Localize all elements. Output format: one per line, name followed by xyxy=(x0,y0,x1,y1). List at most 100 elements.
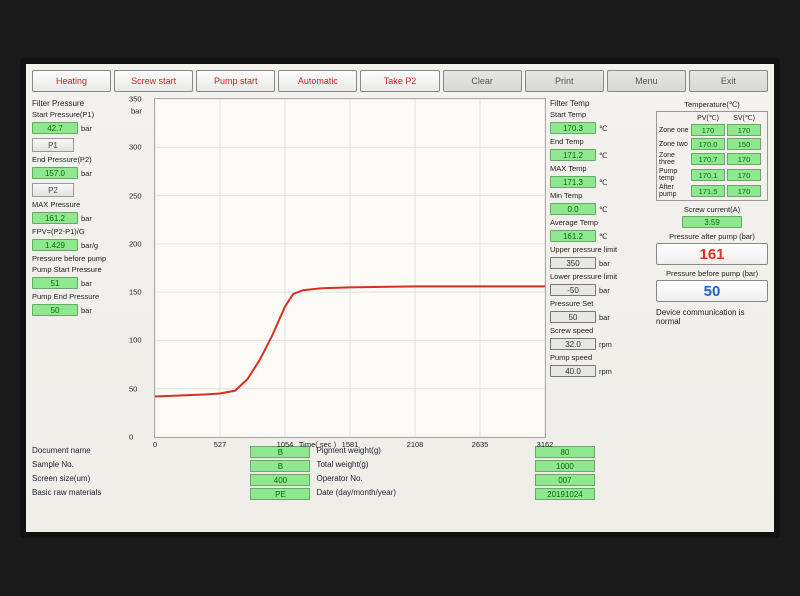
max-pressure-label: MAX Pressure xyxy=(32,200,124,209)
sample-value[interactable]: B xyxy=(250,460,310,472)
sv-1: 150 xyxy=(727,138,761,150)
pump-start-value: 51 xyxy=(32,277,78,289)
xaxis-tick: 3162 xyxy=(537,440,554,449)
zone-0: Zone one xyxy=(659,127,689,134)
total-weight-value[interactable]: 1000 xyxy=(535,460,595,472)
screw-current-label: Screw current(A) xyxy=(656,205,768,214)
menu-button[interactable]: Menu xyxy=(607,70,686,92)
end-temp-value: 171.2 xyxy=(550,149,596,161)
y-unit: bar xyxy=(131,107,142,116)
take-p2-button[interactable]: Take P2 xyxy=(360,70,439,92)
p1-button[interactable]: P1 xyxy=(32,138,74,152)
temp-grid: PV(℃)SV(℃)Zone one170170Zone two170.0150… xyxy=(656,111,768,201)
info-panel: Document name B Sample No. B Screen size… xyxy=(32,446,768,500)
pump-end-value: 50 xyxy=(32,304,78,316)
sv-header: SV(℃) xyxy=(727,114,761,122)
clear-button[interactable]: Clear xyxy=(443,70,522,92)
max-pressure-value: 161.2 xyxy=(32,212,78,224)
x-title: Time( sec ) xyxy=(299,440,336,449)
bar-unit: bar xyxy=(81,124,92,133)
min-temp-value: 0.0 xyxy=(550,203,596,215)
pv-header: PV(℃) xyxy=(691,114,725,122)
screen-size-value[interactable]: 400 xyxy=(250,474,310,486)
operator-value[interactable]: 007 xyxy=(535,474,595,486)
pump-start-label: Pump Start Pressure xyxy=(32,265,124,274)
date-label: Date (day/month/year) xyxy=(316,488,531,500)
raw-mat-label: Basic raw materials xyxy=(32,488,247,500)
xaxis-tick: 1581 xyxy=(342,440,359,449)
chart-svg xyxy=(155,99,545,437)
zone-3: Pump temp xyxy=(659,168,689,182)
total-weight-label: Total weight(g) xyxy=(316,460,531,472)
yaxis-tick: 150 xyxy=(129,288,142,297)
upper-limit-input[interactable]: 350 xyxy=(550,257,596,269)
lower-limit-input[interactable]: -50 xyxy=(550,284,596,296)
xaxis-tick: 2635 xyxy=(472,440,489,449)
sv-3: 170 xyxy=(727,169,761,181)
toolbar: Heating Screw start Pump start Automatic… xyxy=(32,70,768,92)
pressure-after-pump-display: 161 xyxy=(656,243,768,265)
pv-1: 170.0 xyxy=(691,138,725,150)
yaxis-tick: 0 xyxy=(129,433,133,442)
start-pressure-label: Start Pressure(P1) xyxy=(32,110,124,119)
zone-1: Zone two xyxy=(659,141,689,148)
screen-size-label: Screen size(um) xyxy=(32,474,247,486)
pressure-before-pump-display: 50 xyxy=(656,280,768,302)
pump-speed-input[interactable]: 40.0 xyxy=(550,365,596,377)
filter-temp-title: Filter Temp xyxy=(550,99,652,108)
xaxis-tick: 2108 xyxy=(407,440,424,449)
device-status: Device communication is normal xyxy=(656,308,768,326)
before-pump-disp-label: Pressure before pump (bar) xyxy=(656,269,768,278)
screw-current-value: 3.59 xyxy=(682,216,742,228)
filter-temp-panel: Filter Temp Start Temp 170.3℃ End Temp 1… xyxy=(550,98,652,438)
before-pump-label: Pressure before pump xyxy=(32,254,124,263)
date-value[interactable]: 20191024 xyxy=(535,488,595,500)
xaxis-tick: 1054 xyxy=(277,440,294,449)
xaxis-tick: 527 xyxy=(214,440,227,449)
sv-2: 170 xyxy=(727,153,761,165)
fpv-value: 1.429 xyxy=(32,239,78,251)
temperature-panel: Temperature(℃) PV(℃)SV(℃)Zone one170170Z… xyxy=(656,98,768,438)
sv-4: 170 xyxy=(727,185,761,197)
pv-4: 171.5 xyxy=(691,185,725,197)
temp-header: Temperature(℃) xyxy=(656,100,768,109)
pump-start-button[interactable]: Pump start xyxy=(196,70,275,92)
start-pressure-value: 42.7 xyxy=(32,122,78,134)
avg-temp-value: 161.2 xyxy=(550,230,596,242)
main-area: Filter Pressure Start Pressure(P1) 42.7b… xyxy=(32,98,768,438)
operator-label: Operator No. xyxy=(316,474,531,486)
raw-mat-value[interactable]: PE xyxy=(250,488,310,500)
max-temp-value: 171.3 xyxy=(550,176,596,188)
yaxis-tick: 350 xyxy=(129,95,142,104)
end-pressure-value: 157.0 xyxy=(32,167,78,179)
end-pressure-label: End Pressure(P2) xyxy=(32,155,124,164)
after-pump-label: Pressure after pump (bar) xyxy=(656,232,768,241)
pv-2: 170.7 xyxy=(691,153,725,165)
pressure-set-input[interactable]: 50 xyxy=(550,311,596,323)
start-temp-value: 170.3 xyxy=(550,122,596,134)
fpv-label: FPV=(P2-P1)/G xyxy=(32,227,124,236)
filter-pressure-panel: Filter Pressure Start Pressure(P1) 42.7b… xyxy=(32,98,124,438)
heating-button[interactable]: Heating xyxy=(32,70,111,92)
pressure-chart: 0527105415812108263531620501001502002503… xyxy=(154,98,546,438)
print-button[interactable]: Print xyxy=(525,70,604,92)
zone-4: After pump xyxy=(659,184,689,198)
screw-start-button[interactable]: Screw start xyxy=(114,70,193,92)
yaxis-tick: 250 xyxy=(129,191,142,200)
fpv-unit: bar/g xyxy=(81,241,98,250)
sample-label: Sample No. xyxy=(32,460,247,472)
yaxis-tick: 50 xyxy=(129,384,137,393)
zone-2: Zone three xyxy=(659,152,689,166)
yaxis-tick: 300 xyxy=(129,143,142,152)
yaxis-tick: 200 xyxy=(129,239,142,248)
sv-0: 170 xyxy=(727,124,761,136)
screw-speed-input[interactable]: 32.0 xyxy=(550,338,596,350)
automatic-button[interactable]: Automatic xyxy=(278,70,357,92)
exit-button[interactable]: Exit xyxy=(689,70,768,92)
yaxis-tick: 100 xyxy=(129,336,142,345)
p2-button[interactable]: P2 xyxy=(32,183,74,197)
pv-0: 170 xyxy=(691,124,725,136)
pump-end-label: Pump End Pressure xyxy=(32,292,124,301)
filter-pressure-title: Filter Pressure xyxy=(32,99,124,108)
xaxis-tick: 0 xyxy=(153,440,157,449)
